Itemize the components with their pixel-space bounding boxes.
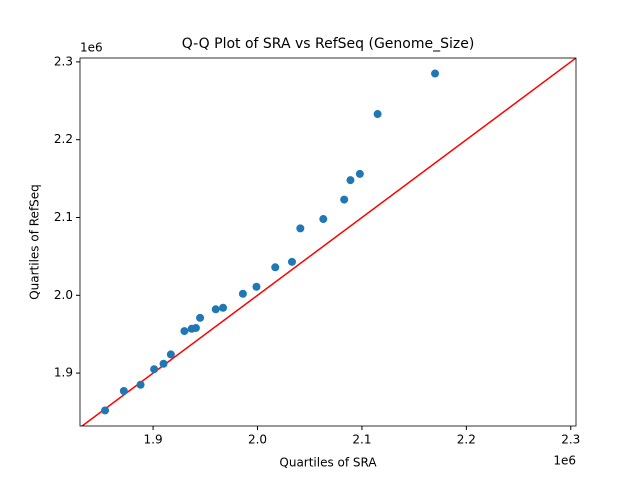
x-axis-label: Quartiles of SRA xyxy=(279,456,377,470)
point xyxy=(346,176,355,185)
point xyxy=(287,257,296,266)
point xyxy=(119,386,128,395)
point xyxy=(252,282,261,291)
point xyxy=(101,406,110,415)
point xyxy=(136,380,145,389)
point xyxy=(159,359,168,368)
x-tick-label: 2.1 xyxy=(352,433,371,447)
y-tick-label: 2.0 xyxy=(54,288,73,302)
point xyxy=(180,327,189,336)
plot-frame xyxy=(79,57,577,427)
point xyxy=(271,263,280,272)
y-tick-label: 1.9 xyxy=(54,366,73,380)
x-tick-label: 2.3 xyxy=(561,433,580,447)
point xyxy=(150,365,159,374)
point xyxy=(431,69,440,78)
point xyxy=(219,303,228,312)
chart-title: Q-Q Plot of SRA vs RefSeq (Genome_Size) xyxy=(182,36,475,52)
x-offset-label: 1e6 xyxy=(553,454,576,468)
y-axis-label: Quartiles of RefSeq xyxy=(28,184,42,300)
y-offset-label: 1e6 xyxy=(80,41,103,55)
point xyxy=(191,323,200,332)
point xyxy=(238,289,247,298)
point xyxy=(211,305,220,314)
point xyxy=(319,215,328,224)
point xyxy=(355,169,364,178)
y-tick-label: 2.2 xyxy=(54,132,73,146)
point xyxy=(373,110,382,119)
y-tick-label: 2.3 xyxy=(54,54,73,68)
point xyxy=(166,350,175,359)
y-tick-label: 2.1 xyxy=(54,210,73,224)
point xyxy=(296,224,305,233)
x-tick-label: 2.0 xyxy=(248,433,267,447)
x-tick-label: 2.2 xyxy=(457,433,476,447)
point xyxy=(340,195,349,204)
x-tick-label: 1.9 xyxy=(144,433,163,447)
point xyxy=(196,313,205,322)
